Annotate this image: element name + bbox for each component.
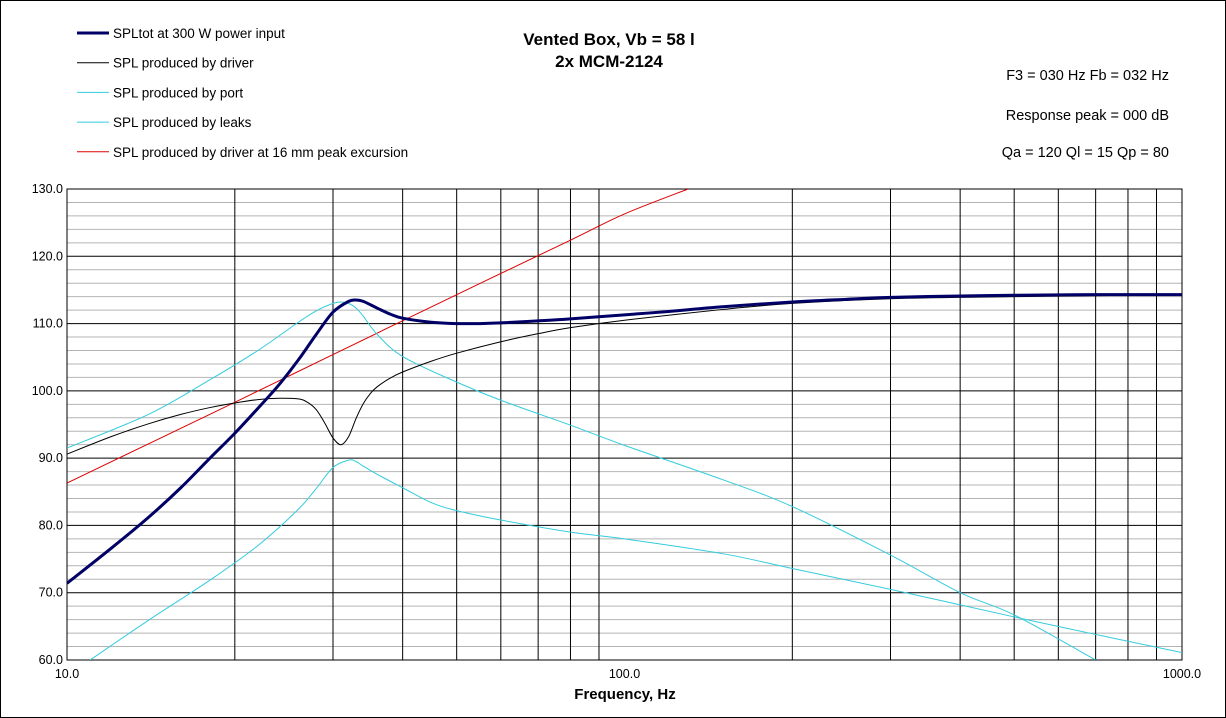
legend-label: SPL produced by driver (113, 56, 254, 71)
x-tick-label: 10.0 (55, 667, 79, 681)
legend: SPLtot at 300 W power input SPL produced … (77, 26, 408, 160)
series-spl-driver (67, 294, 1182, 455)
legend-label: SPL produced by driver at 16 mm peak exc… (113, 145, 408, 160)
legend-label: SPL produced by port (113, 85, 243, 100)
plot-border (66, 188, 1183, 661)
legend-label: SPL produced by leaks (113, 115, 252, 130)
y-tick-label: 100.0 (32, 384, 63, 398)
plot-area: 60.0 70.0 80.0 90.0 100.0 110.0 120.0 130.0 10.0… (32, 182, 1201, 681)
y-tick-label: 60.0 (39, 653, 63, 667)
x-tick-label: 100.0 (609, 667, 640, 681)
series-spl-driver-excursion (67, 189, 689, 484)
y-tick-label: 110.0 (33, 317, 63, 331)
legend-label: SPLtot at 300 W power input (113, 26, 285, 41)
y-tick-label: 130.0 (32, 182, 63, 196)
annotation-text: Qa = 120 Ql = 15 Qp = 80 (1002, 145, 1169, 161)
x-tick-label: 1000.0 (1163, 667, 1201, 681)
y-tick-label: 90.0 (39, 451, 63, 465)
y-tick-label: 80.0 (39, 518, 63, 532)
x-axis-label: Frequency, Hz (574, 686, 675, 703)
annotation-text: F3 = 030 Hz Fb = 032 Hz (1006, 68, 1169, 84)
series-spl-total (67, 293, 1182, 585)
chart-title: Vented Box, Vb = 58 l (523, 30, 694, 49)
y-tick-label: 70.0 (39, 586, 63, 600)
y-tick-label: 120.0 (32, 249, 63, 263)
series-spl-port (67, 301, 1096, 660)
chart-subtitle: 2x MCM-2124 (555, 52, 663, 71)
annotations: F3 = 030 Hz Fb = 032 Hz Response peak = 0… (1002, 68, 1169, 161)
series-spl-leaks (89, 459, 1182, 660)
annotation-text: Response peak = 000 dB (1006, 108, 1169, 124)
